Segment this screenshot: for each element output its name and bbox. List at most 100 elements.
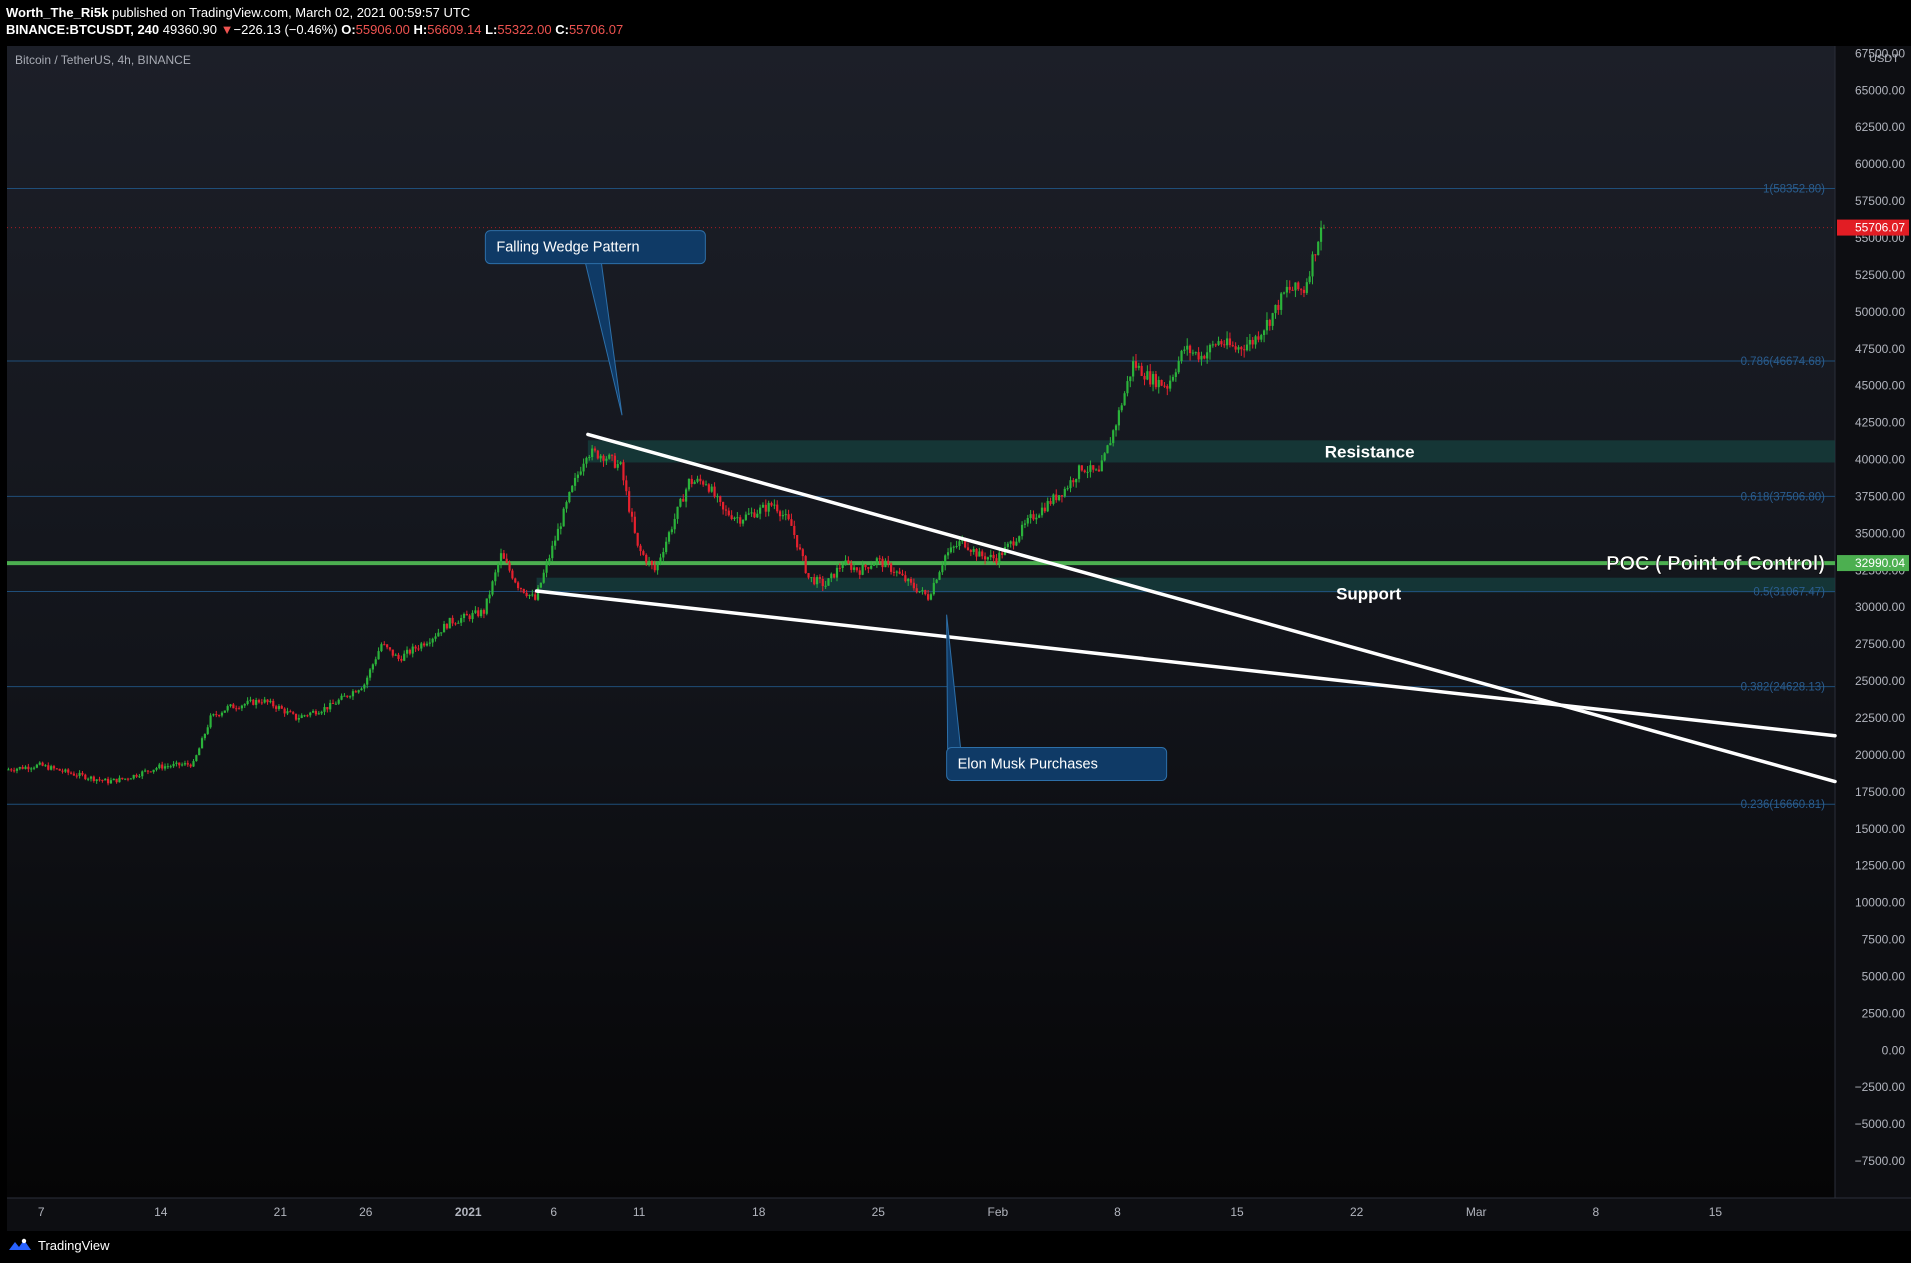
candle-body bbox=[756, 513, 759, 518]
candle-body bbox=[972, 549, 975, 552]
candle-body bbox=[104, 778, 107, 781]
candle-body bbox=[650, 560, 654, 565]
price-axis[interactable]: 67500.00 65000.00 62500.00 60000.00 57500.00… bbox=[1855, 46, 1906, 1168]
candle-body bbox=[1314, 254, 1317, 256]
candle-body bbox=[237, 708, 241, 710]
candle-body bbox=[1043, 507, 1046, 512]
candle-body bbox=[30, 768, 33, 770]
candle-body bbox=[781, 515, 785, 517]
candle-body bbox=[499, 553, 503, 565]
candle-body bbox=[1208, 344, 1212, 353]
tradingview-logo-icon bbox=[9, 1238, 31, 1250]
candle-body bbox=[753, 512, 756, 518]
candle-body bbox=[1066, 488, 1069, 490]
candle-body bbox=[992, 554, 995, 559]
candle-body bbox=[625, 480, 628, 492]
candle-body bbox=[1149, 371, 1152, 385]
fib-level-label: 1(58352.80) bbox=[1763, 183, 1825, 195]
candle-body bbox=[1223, 344, 1226, 346]
candle-body bbox=[303, 715, 306, 717]
candle-body bbox=[1077, 465, 1081, 479]
candle-body bbox=[927, 594, 930, 600]
candle-body bbox=[995, 558, 998, 564]
candle-body bbox=[884, 560, 887, 568]
candle-body bbox=[220, 712, 224, 716]
candle-body bbox=[730, 515, 733, 520]
high-label: H: bbox=[413, 22, 428, 37]
candle-body bbox=[55, 768, 58, 770]
candle-body bbox=[1254, 336, 1257, 345]
candle-body bbox=[1123, 393, 1126, 406]
candle-body bbox=[1020, 524, 1024, 537]
author-name[interactable]: Worth_The_Ri5k bbox=[6, 5, 109, 20]
candle-body bbox=[656, 562, 659, 571]
time-axis[interactable]: 7 14 21 26 2021 6 11 18 25 Feb 8 15 22 Mar 8 15 bbox=[38, 1205, 1723, 1219]
candle-body bbox=[946, 552, 950, 556]
candle-body bbox=[349, 696, 352, 698]
candle-body bbox=[1069, 480, 1072, 489]
price-tags-layer: 55706.07 32990.04 bbox=[7, 219, 1909, 572]
candle-body bbox=[340, 695, 343, 700]
chart-title: Bitcoin / TetherUS, 4h, BINANCE bbox=[15, 53, 191, 67]
candle-body bbox=[13, 770, 16, 772]
time-tick-label: Feb bbox=[988, 1205, 1009, 1219]
candle-body bbox=[901, 573, 904, 576]
candle-body bbox=[1095, 469, 1098, 471]
candle-body bbox=[132, 774, 135, 779]
candle-body bbox=[1160, 379, 1163, 386]
candle-body bbox=[531, 594, 534, 596]
candle-body bbox=[921, 590, 924, 592]
candle-body bbox=[1171, 376, 1175, 381]
candle-body bbox=[633, 516, 636, 533]
candle-body bbox=[1080, 465, 1083, 471]
candle-body bbox=[593, 448, 597, 451]
candle-body bbox=[998, 552, 1001, 564]
fib-level-label: 0.618(37506.80) bbox=[1741, 491, 1826, 503]
candle-body bbox=[1200, 355, 1203, 360]
candle-body bbox=[235, 708, 238, 710]
candle-body bbox=[118, 777, 121, 783]
candle-body bbox=[274, 706, 278, 709]
callout-box bbox=[946, 747, 1168, 782]
candle-body bbox=[850, 563, 853, 570]
poc-price-tag bbox=[1837, 555, 1909, 572]
candle-body bbox=[815, 577, 819, 585]
price-tick-label: 20000.00 bbox=[1855, 748, 1905, 762]
price-tick-label: 30000.00 bbox=[1855, 600, 1905, 614]
candle-body bbox=[565, 502, 568, 509]
price-tick-label: 25000.00 bbox=[1855, 674, 1905, 688]
candle-body bbox=[178, 762, 181, 766]
candle-body bbox=[750, 512, 753, 514]
candle-body bbox=[38, 762, 41, 765]
candle-body bbox=[1177, 361, 1180, 373]
candle-body bbox=[1183, 349, 1186, 351]
candle-body bbox=[975, 549, 978, 557]
candle-body bbox=[368, 669, 372, 678]
candle-body bbox=[18, 766, 21, 769]
open-value: 55906.00 bbox=[355, 22, 410, 37]
tradingview-brand[interactable]: TradingView bbox=[8, 1237, 110, 1253]
candle-body bbox=[21, 766, 24, 769]
candle-body bbox=[27, 766, 30, 770]
symbol-label: BINANCE:BTCUSDT, 240 bbox=[6, 22, 160, 37]
candle-body bbox=[582, 463, 585, 472]
candle-body bbox=[383, 644, 386, 646]
candle-body bbox=[1271, 313, 1274, 326]
zone-support bbox=[536, 577, 1836, 593]
candle-body bbox=[1049, 501, 1052, 504]
candle-body bbox=[323, 707, 326, 712]
candle-body bbox=[929, 594, 933, 600]
candle-body bbox=[693, 481, 696, 484]
candle-body bbox=[647, 560, 651, 563]
candle-body bbox=[1112, 430, 1115, 444]
price-tick-label: 47500.00 bbox=[1855, 342, 1905, 356]
candle-body bbox=[286, 711, 289, 714]
candle-body bbox=[736, 517, 739, 519]
trendlines-layer: Resistance Support POC ( Point of Control) bbox=[534, 432, 1837, 784]
candle-body bbox=[502, 553, 505, 559]
candle-body bbox=[329, 702, 332, 710]
price-tick-label: 27500.00 bbox=[1855, 637, 1905, 651]
candle-body bbox=[744, 514, 747, 520]
candle-body bbox=[488, 594, 491, 599]
